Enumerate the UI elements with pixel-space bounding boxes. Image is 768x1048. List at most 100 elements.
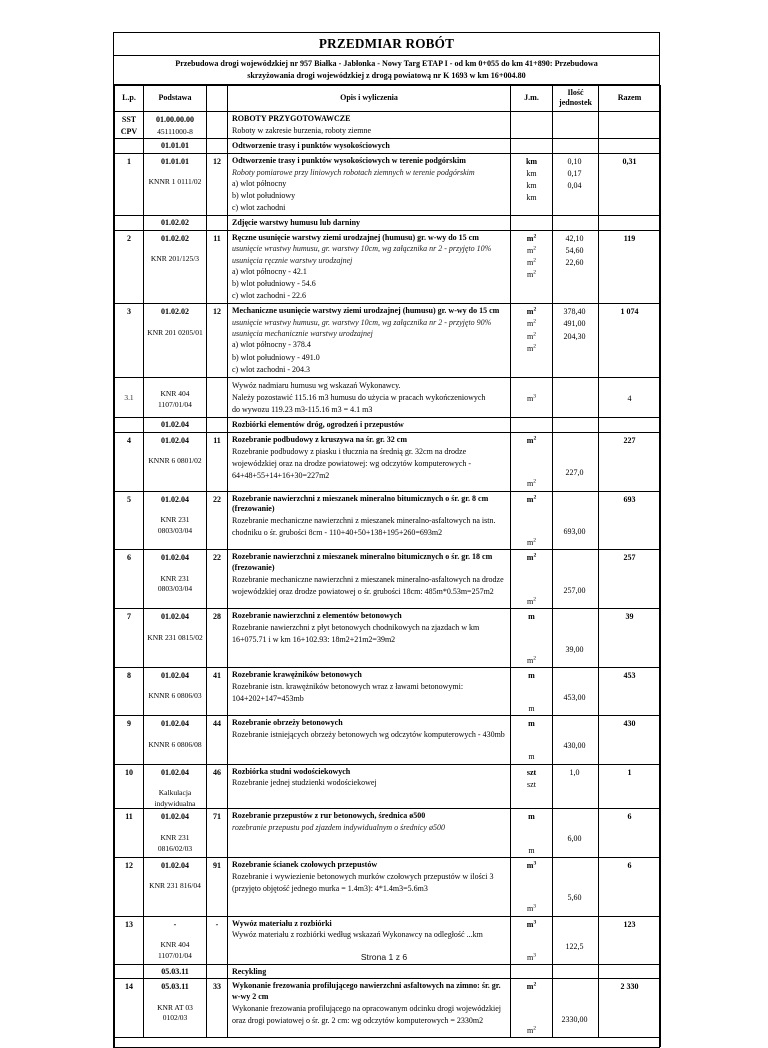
cell-podstawa: 01.02.02 [143, 215, 207, 231]
cell-opis: Rozebranie krawężników betonowych Rozebra… [227, 666, 511, 717]
cell-ilosc: 5,60 [552, 856, 599, 917]
table-filler-row [114, 1037, 661, 1048]
cell-lp: 1 [114, 152, 144, 217]
cell-podstawa: 01.02.04 KNNR 6 0806/03 [143, 666, 207, 717]
cell-razem [598, 963, 661, 980]
table-row-group: 01.02.02 Zdjęcie warstwy humusu lub darni… [114, 215, 661, 231]
table-row-item: 8 01.02.04 KNNR 6 0806/03 41 Rozebranie kraw… [114, 666, 661, 717]
cell-razem: 123 [598, 915, 661, 965]
col-header-ilosc: Ilość jednostek [552, 85, 599, 113]
cell-opis: Rozebranie nawierzchni z mieszanek miner… [227, 549, 511, 610]
cell-ilosc: 0,10 0,17 0,04 [552, 152, 599, 217]
filler-cell [114, 1037, 661, 1048]
cell-razem: 6 [598, 808, 661, 858]
cell-opis: Rozebranie obrzeży betonowych Rozebranie … [227, 715, 511, 765]
cell-nr [206, 963, 228, 980]
col-header-podstawa: Podstawa [143, 85, 207, 113]
cell-opis: Rozebranie ścianek czołowych przepustów R… [227, 856, 511, 917]
table-row-item: 9 01.02.04 KNNR 6 0806/08 44 Rozebranie obrz… [114, 715, 661, 765]
cell-ilosc: 39,00 [552, 608, 599, 668]
table-row-item: 3 01.02.02 KNR 201 0205/01 12 Mechaniczne us… [114, 303, 661, 378]
przedmiar-sheet: PRZEDMIAR ROBÓT Przebudowa drogi wojewód… [113, 32, 661, 1048]
table-row-item: 7 01.02.04 KNR 231 0815/02 28 Rozebranie naw… [114, 608, 661, 668]
document-page: PRZEDMIAR ROBÓT Przebudowa drogi wojewód… [113, 32, 661, 1048]
cell-jm: m2 m2 m2 m2 [510, 303, 553, 378]
cell-nr: 12 [206, 152, 228, 217]
table-row-item: 11 01.02.04 KNR 231 0816/02/03 71 Rozebranie … [114, 808, 661, 858]
cell-lp: 7 [114, 608, 144, 668]
cell-opis: Odtworzenie trasy i punktów wysokościowy… [227, 152, 511, 217]
cell-podstawa: 01.02.02 KNR 201/125/3 [143, 229, 207, 305]
cell-jm [510, 111, 553, 140]
cell-opis: Rozebranie podbudowy z kruszywa na śr. g… [227, 431, 511, 492]
cell-podstawa: 01.02.02 KNR 201 0205/01 [143, 303, 207, 378]
table-row-group: 05.03.11 Recykling [114, 963, 661, 980]
cell-lp: 3 [114, 303, 144, 378]
cell-lp [114, 215, 144, 231]
cell-opis: Recykling [227, 963, 511, 980]
cell-jm: km km km km [510, 152, 553, 217]
table-row-group: 01.01.01 Odtworzenie trasy i punktów wyso… [114, 138, 661, 154]
subtitle-line-1: Przebudowa drogi wojewódzkiej nr 957 Bia… [175, 59, 598, 68]
cell-opis: Zdjęcie warstwy humusu lub darniny [227, 215, 511, 231]
cell-podstawa: 01.00.00.00 45111000-8 [143, 111, 207, 140]
cell-jm: m m2 [510, 608, 553, 668]
cell-opis: Wykonanie frezowania profilującego nawie… [227, 978, 511, 1039]
table-row-group: 01.02.04 Rozbiórki elementów dróg, ogrodz… [114, 417, 661, 433]
cell-ilosc: 2330,00 [552, 978, 599, 1039]
cell-podstawa: 01.02.04 Kalkulacja indywidualna [143, 763, 207, 810]
cell-razem: 1 [598, 763, 661, 810]
cell-opis: Rozebranie przepustów z rur betonowych, … [227, 808, 511, 858]
col-header-ilosc-line2: jednostek [559, 98, 592, 108]
cell-nr: 28 [206, 608, 228, 668]
cell-razem: 119 [598, 229, 661, 305]
przedmiar-table: L.p. Podstawa Opis i wyliczenia J.m. Ilo… [114, 85, 661, 1048]
cell-nr: 11 [206, 229, 228, 305]
cell-ilosc: 693,00 [552, 490, 599, 551]
cell-lp [114, 963, 144, 980]
cell-opis: Rozbiórki elementów dróg, ogrodzeń i prz… [227, 417, 511, 433]
table-row-item: 1 01.01.01 KNNR 1 0111/02 12 Odtworzenie tra… [114, 152, 661, 217]
cell-jm: m2 m2 m2 m2 [510, 229, 553, 305]
cell-podstawa: 01.01.01 KNNR 1 0111/02 [143, 152, 207, 217]
table-row-item: 6 01.02.04 KNR 231 0803/03/04 22 Rozebranie n… [114, 549, 661, 610]
col-header-ilosc-line1: Ilość [567, 88, 584, 98]
cell-podstawa: 01.02.04 KNR 231 0816/02/03 [143, 808, 207, 858]
cell-nr: 71 [206, 808, 228, 858]
cell-razem: 2 330 [598, 978, 661, 1039]
cell-opis: Mechaniczne usunięcie warstwy ziemi urod… [227, 303, 511, 378]
cell-razem: 0,31 [598, 152, 661, 217]
cell-razem: 1 074 [598, 303, 661, 378]
cell-lp: 14 [114, 978, 144, 1039]
cell-razem: 257 [598, 549, 661, 610]
table-row-item: 2 01.02.02 KNR 201/125/3 11 Ręczne usunięcie… [114, 229, 661, 305]
table-row-item: 5 01.02.04 KNR 231 0803/03/04 22 Rozebranie n… [114, 490, 661, 551]
cell-opis: ROBOTY PRZYGOTOWAWCZE Roboty w zakresie b… [227, 111, 511, 140]
cell-ilosc [552, 376, 599, 419]
cell-jm: m2 m2 [510, 490, 553, 551]
page-footer: Strona 1 z 6 [360, 952, 408, 962]
cell-nr: 91 [206, 856, 228, 917]
cell-ilosc: 257,00 [552, 549, 599, 610]
cell-nr: 41 [206, 666, 228, 717]
cell-razem: 430 [598, 715, 661, 765]
table-row-item: 12 01.02.04 KNR 231 816/04 91 Rozebranie ści… [114, 856, 661, 917]
cell-lp: 10 [114, 763, 144, 810]
cell-jm [510, 963, 553, 980]
cell-lp: 11 [114, 808, 144, 858]
cell-podstawa: KNR 404 1107/01/04 [143, 376, 207, 419]
cell-nr [206, 417, 228, 433]
cell-lp: SST CPV [114, 111, 144, 140]
cell-nr [206, 376, 228, 419]
cell-opis: Rozebranie nawierzchni z elementów beton… [227, 608, 511, 668]
cell-jm: m2 m2 [510, 549, 553, 610]
table-row-item: 10 01.02.04 Kalkulacja indywidualna 46 Rozbió… [114, 763, 661, 810]
cell-razem [598, 138, 661, 154]
col-header-opis: Opis i wyliczenia [227, 85, 511, 113]
cell-opis: Ręczne usunięcie warstwy ziemi urodzajne… [227, 229, 511, 305]
cell-nr: 22 [206, 490, 228, 551]
cell-opis: Odtworzenie trasy i punktów wysokościowy… [227, 138, 511, 154]
cell-podstawa: 01.02.04 KNNR 6 0806/08 [143, 715, 207, 765]
cell-jm: m3 [510, 376, 553, 419]
